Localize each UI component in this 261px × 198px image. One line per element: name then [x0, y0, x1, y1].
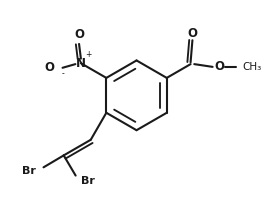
Text: O: O: [74, 28, 84, 41]
Text: Br: Br: [22, 166, 36, 176]
Text: N: N: [76, 57, 86, 70]
Text: O: O: [214, 60, 224, 73]
Text: CH₃: CH₃: [242, 62, 261, 72]
Text: +: +: [86, 50, 92, 59]
Text: -: -: [61, 69, 64, 78]
Text: Br: Br: [81, 176, 95, 186]
Text: O: O: [44, 61, 54, 74]
Text: O: O: [187, 27, 197, 40]
